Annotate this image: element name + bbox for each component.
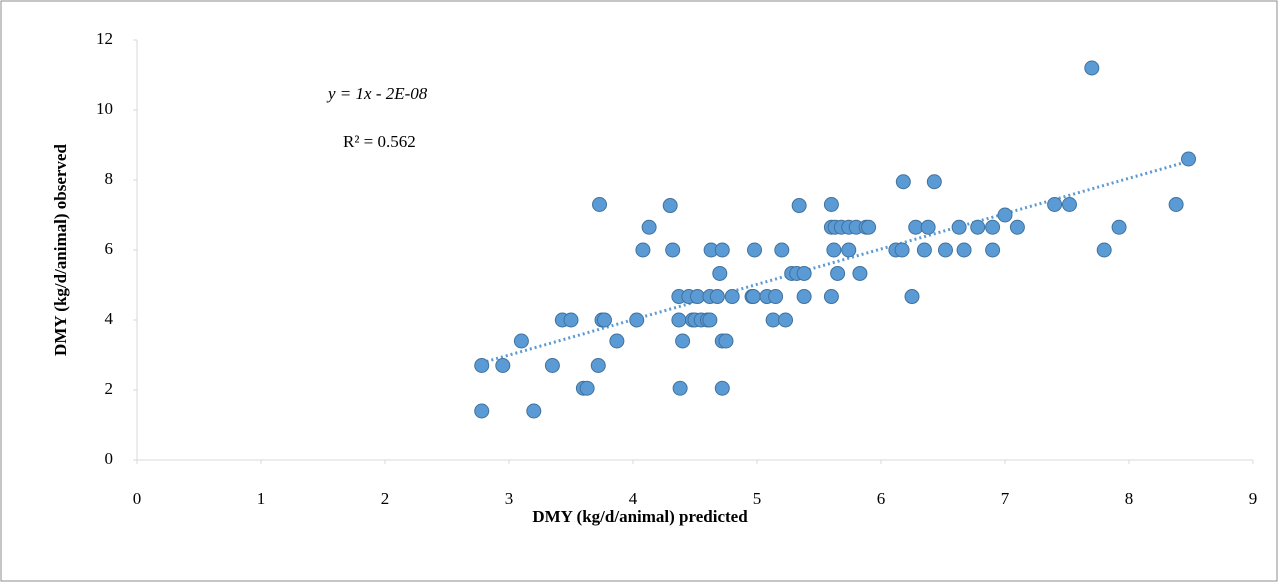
point xyxy=(609,333,625,349)
point xyxy=(894,242,910,258)
point xyxy=(823,289,839,305)
point xyxy=(665,242,681,258)
point xyxy=(956,242,972,258)
trend-equation: y = 1x - 2E-08 xyxy=(326,84,428,103)
point xyxy=(937,242,953,258)
y-tick-label: 6 xyxy=(105,239,114,258)
point xyxy=(662,198,678,214)
point xyxy=(1168,197,1184,212)
x-tick-label: 3 xyxy=(505,489,514,508)
point xyxy=(1084,60,1100,76)
point xyxy=(747,242,763,258)
point xyxy=(774,242,790,258)
point xyxy=(495,358,511,373)
point xyxy=(970,219,986,235)
point xyxy=(745,289,761,305)
point xyxy=(592,197,608,212)
point xyxy=(830,265,846,281)
point xyxy=(796,265,812,281)
x-tick-label: 6 xyxy=(877,489,886,508)
point xyxy=(702,312,718,328)
point xyxy=(641,219,657,235)
x-tick-label: 0 xyxy=(133,489,142,508)
point xyxy=(920,219,936,235)
x-axis-title: DMY (kg/d/animal) predicted xyxy=(532,507,748,526)
y-tick-label: 10 xyxy=(96,99,113,118)
point xyxy=(997,207,1013,223)
point xyxy=(635,242,651,258)
point xyxy=(629,312,645,328)
point xyxy=(474,358,490,373)
point xyxy=(718,333,734,349)
point xyxy=(709,289,725,305)
point xyxy=(916,242,932,258)
x-tick-label: 4 xyxy=(629,489,638,508)
point xyxy=(1096,242,1112,258)
y-tick-label: 2 xyxy=(105,379,114,398)
point xyxy=(796,289,812,305)
point xyxy=(1181,151,1197,167)
point xyxy=(826,242,842,258)
point xyxy=(768,289,784,305)
y-tick-label: 4 xyxy=(105,309,114,328)
point xyxy=(513,333,529,349)
point xyxy=(544,358,560,373)
point xyxy=(926,174,942,190)
r-squared: R² = 0.562 xyxy=(343,132,416,151)
point xyxy=(1009,219,1025,235)
point xyxy=(724,289,740,305)
point xyxy=(852,265,868,281)
y-tick-label: 12 xyxy=(96,29,113,48)
point xyxy=(778,312,794,328)
x-tick-label: 1 xyxy=(257,489,266,508)
point xyxy=(675,333,691,349)
y-axis-title: DMY (kg/d/animal) observed xyxy=(51,144,70,356)
x-tick-label: 7 xyxy=(1001,489,1010,508)
point xyxy=(791,198,807,214)
x-tick-label: 8 xyxy=(1125,489,1134,508)
point xyxy=(985,219,1001,235)
y-tick-label: 8 xyxy=(105,169,114,188)
point xyxy=(861,219,877,235)
point xyxy=(823,197,839,212)
point xyxy=(590,358,606,373)
point xyxy=(1061,197,1077,212)
point xyxy=(712,265,728,281)
point xyxy=(563,312,579,328)
point xyxy=(671,312,687,328)
x-tick-label: 2 xyxy=(381,489,390,508)
point xyxy=(1047,197,1063,212)
point xyxy=(579,380,595,396)
point xyxy=(474,403,490,419)
point xyxy=(672,380,688,396)
point xyxy=(526,403,542,419)
point xyxy=(985,242,1001,258)
point xyxy=(951,219,967,235)
point xyxy=(841,242,857,258)
point xyxy=(596,312,612,328)
y-tick-label: 0 xyxy=(105,449,114,468)
x-tick-label: 9 xyxy=(1249,489,1258,508)
x-tick-label: 5 xyxy=(753,489,762,508)
point xyxy=(904,289,920,305)
point xyxy=(1111,219,1127,235)
point xyxy=(714,380,730,396)
point xyxy=(895,174,911,190)
point xyxy=(714,242,730,258)
